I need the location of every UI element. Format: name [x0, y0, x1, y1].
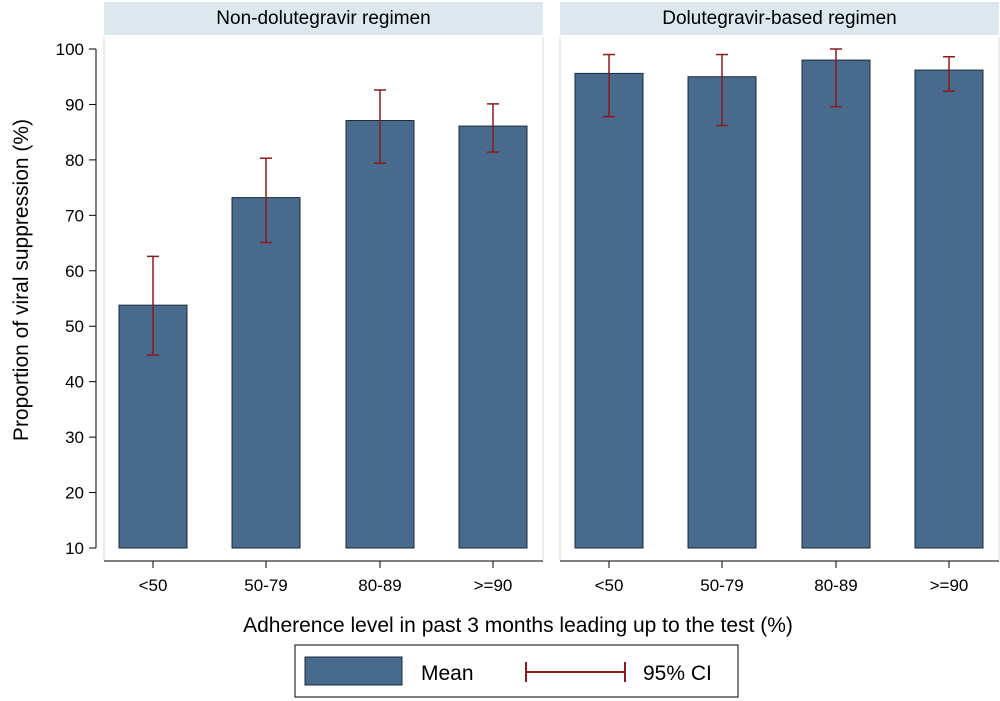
x-tick-label: <50	[139, 576, 168, 595]
legend-mean-label: Mean	[421, 662, 474, 685]
x-tick-label: 80-89	[358, 576, 401, 595]
panel-dolutegravir: Dolutegravir-based regimen <50 50-79 80-89 >…	[559, 2, 1000, 595]
panel-header	[104, 2, 543, 35]
bar	[574, 72, 644, 549]
bar	[458, 125, 528, 549]
y-tick-label: 30	[65, 428, 84, 447]
panel-title: Dolutegravir-based regimen	[662, 8, 896, 29]
x-tick-label: 80-89	[814, 576, 857, 595]
bar	[914, 69, 984, 549]
legend-ci-label: 95% CI	[643, 662, 712, 685]
y-axis-title: Proportion of viral suppression (%)	[10, 119, 33, 441]
x-axis-title: Adherence level in past 3 months leading…	[243, 614, 793, 637]
bar	[801, 59, 871, 549]
x-tick-label: >=90	[930, 576, 969, 595]
y-axis: 10 20 30 40 50 60 70 80 90 100	[56, 40, 97, 558]
panel-non-dolutegravir: Non-dolutegravir regimen <50 50-79 80-89 >=9…	[103, 2, 544, 595]
y-tick-label: 20	[65, 484, 84, 503]
y-tick-label: 80	[65, 151, 84, 170]
legend-mean-swatch	[304, 656, 403, 686]
y-tick-label: 90	[65, 95, 84, 114]
y-tick-label: 70	[65, 206, 84, 225]
legend: Mean 95% CI	[294, 644, 739, 698]
y-tick-label: 60	[65, 262, 84, 281]
panel-header	[560, 2, 999, 35]
bar	[345, 120, 415, 549]
x-tick-label: 50-79	[700, 576, 743, 595]
panel-title: Non-dolutegravir regimen	[216, 8, 430, 29]
bar	[231, 197, 301, 549]
panels-layer: Non-dolutegravir regimen <50 50-79 80-89 >=9…	[103, 2, 1000, 595]
y-tick-label: 40	[65, 373, 84, 392]
x-tick-label: >=90	[474, 576, 513, 595]
y-tick-label: 10	[65, 539, 84, 558]
x-tick-label: 50-79	[244, 576, 287, 595]
bar	[687, 76, 757, 549]
y-tick-label: 50	[65, 317, 84, 336]
x-tick-label: <50	[595, 576, 624, 595]
y-tick-label: 100	[56, 40, 84, 59]
